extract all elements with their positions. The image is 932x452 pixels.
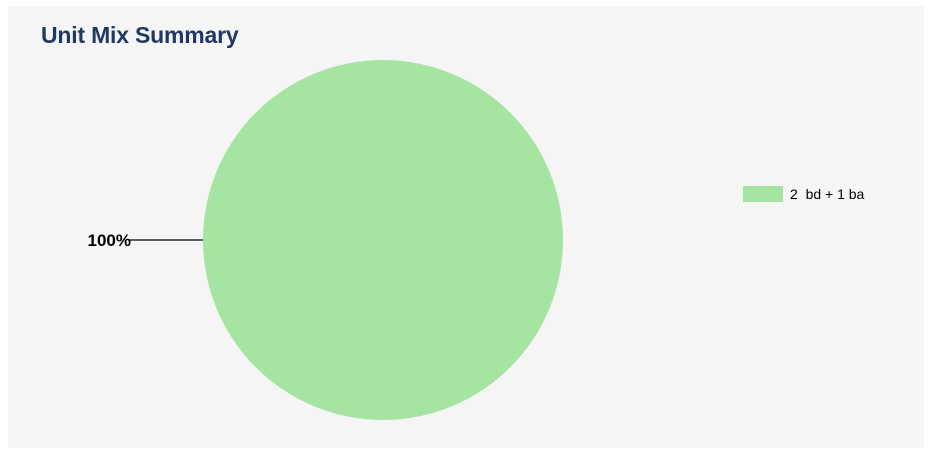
chart-panel: Unit Mix Summary 100% 2 bd + 1 ba [8,6,924,448]
legend-label: 2 bd + 1 ba [790,186,865,202]
legend-swatch [743,186,783,202]
legend: 2 bd + 1 ba [743,186,865,202]
pie-labels: 100% [88,231,203,250]
pie-slice [203,60,563,420]
pie-slices [203,60,563,420]
pie-chart: 100% 2 bd + 1 ba [88,60,865,420]
chart-title: Unit Mix Summary [41,22,239,48]
slice-label: 100% [88,231,131,250]
